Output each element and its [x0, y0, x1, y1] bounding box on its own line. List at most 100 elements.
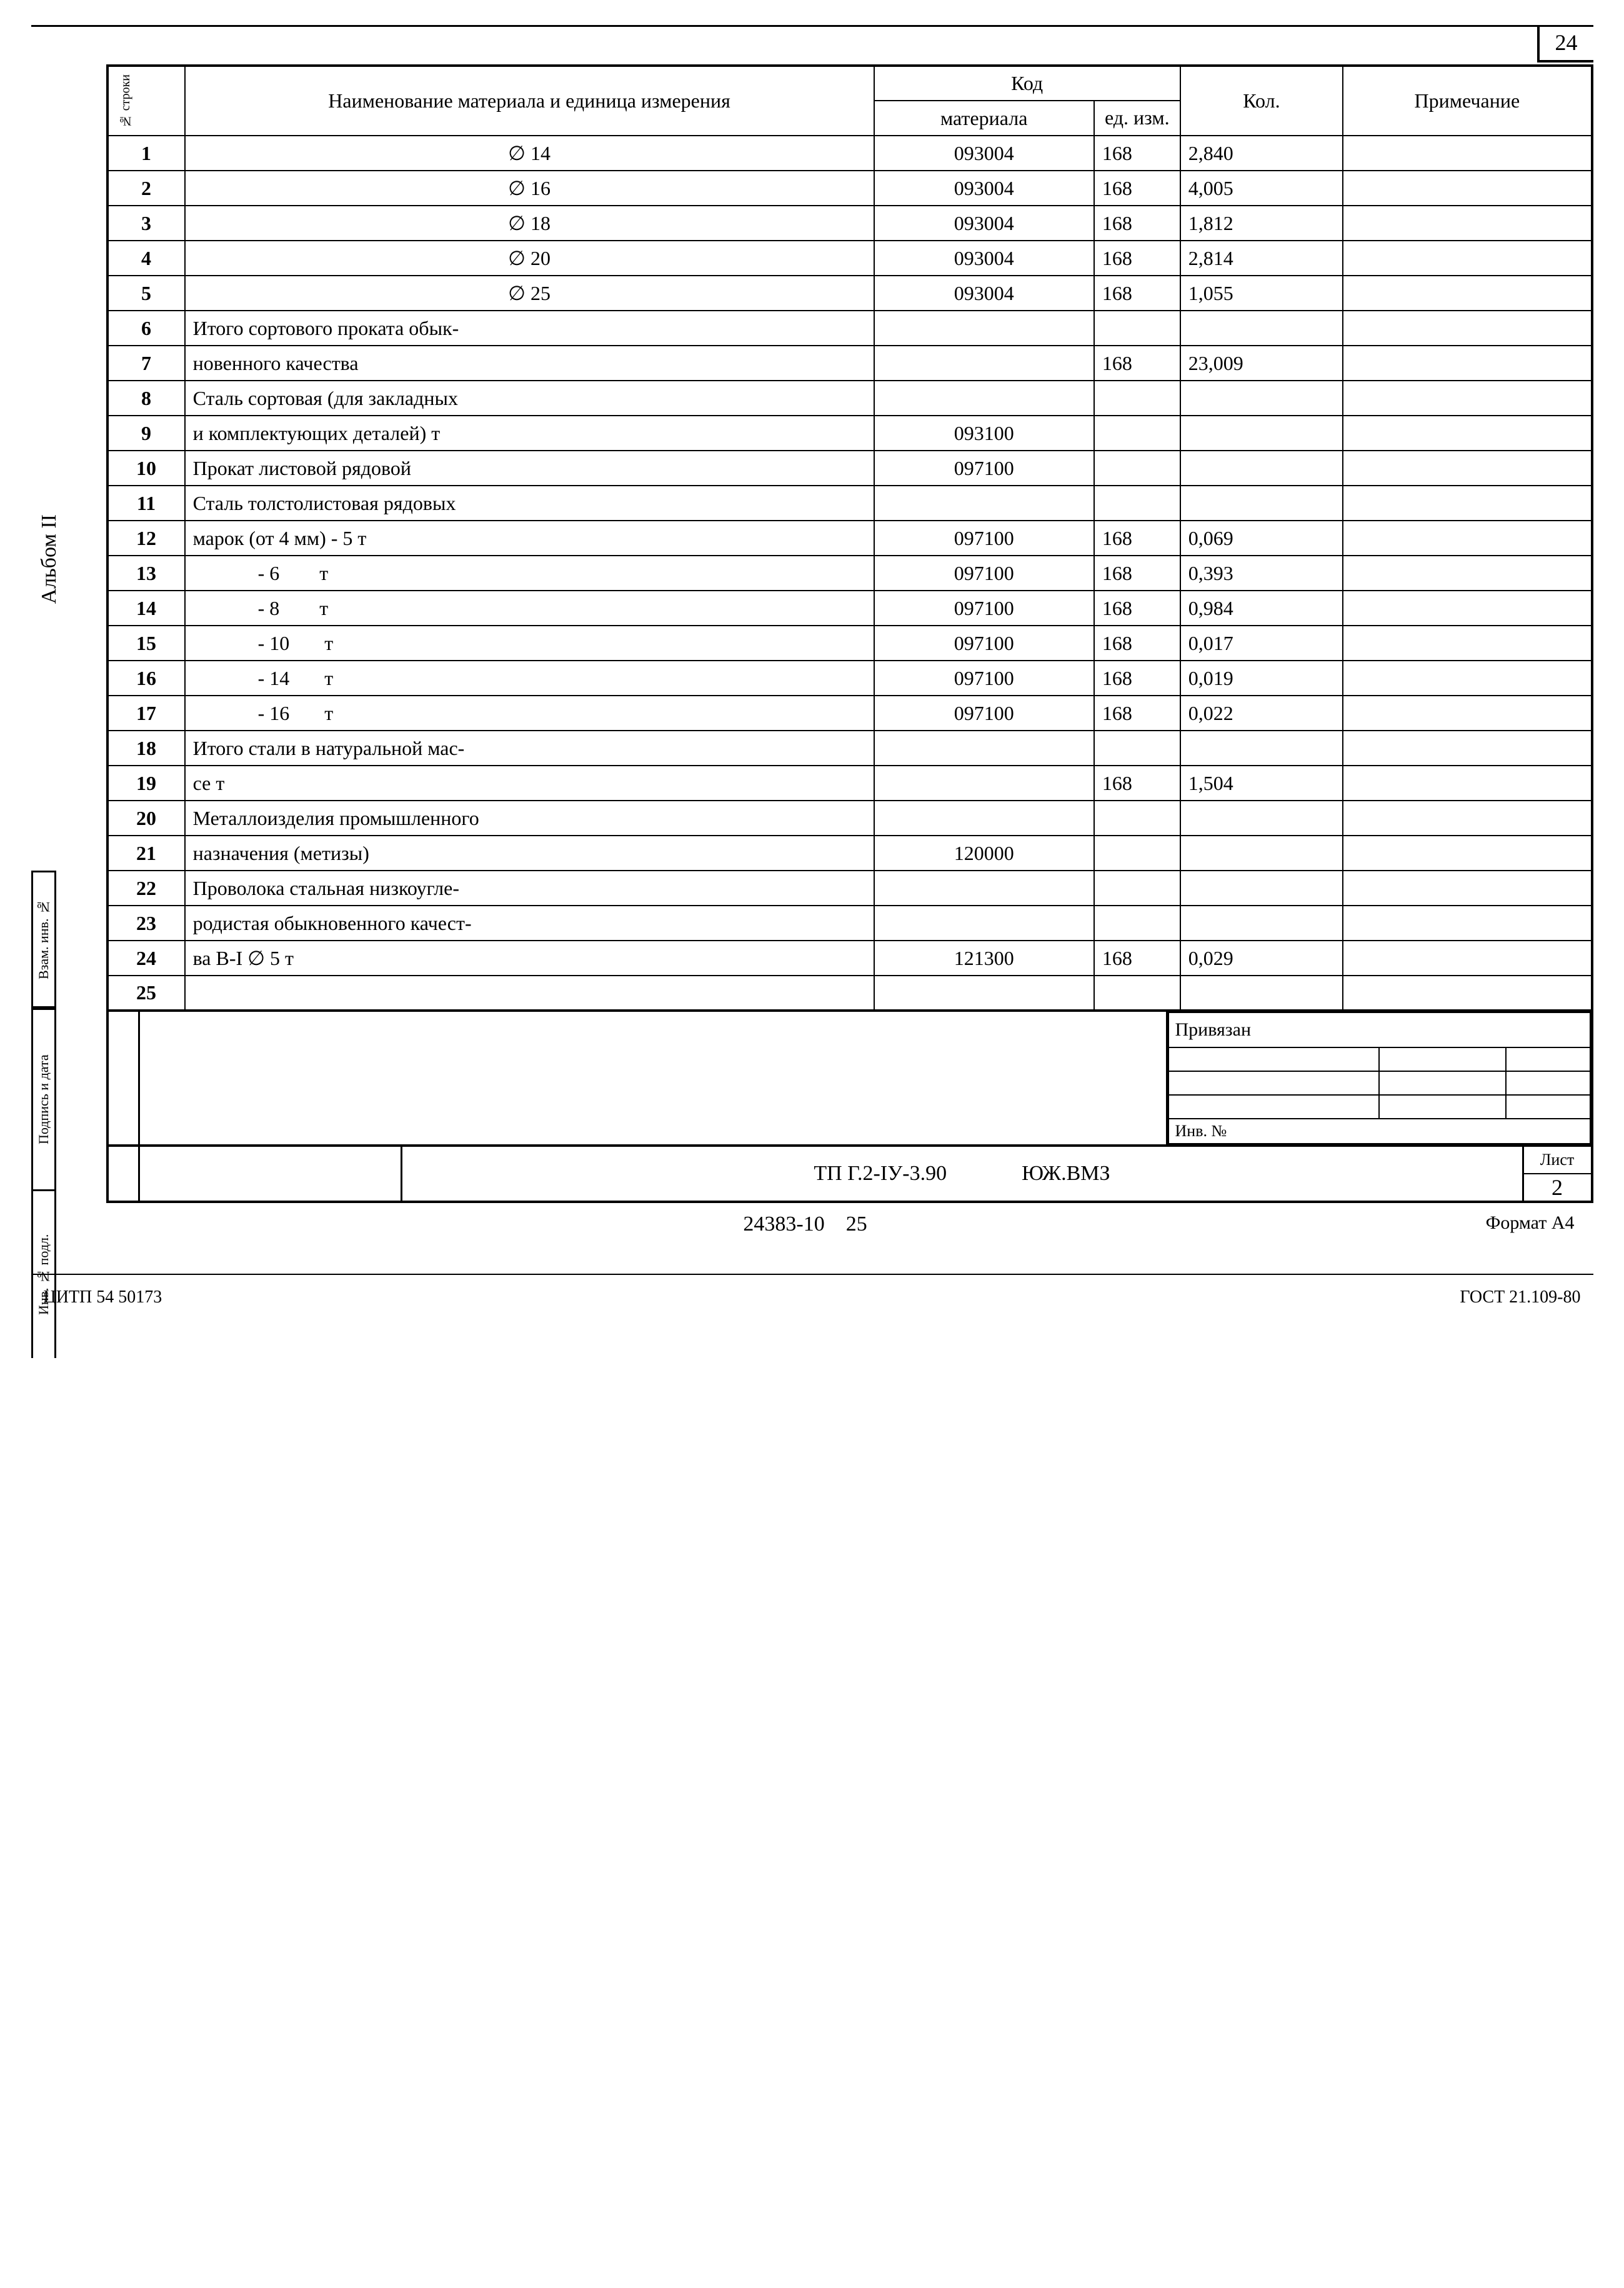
unit-code: 168: [1094, 626, 1180, 661]
material-name: и комплектующих деталей) т: [185, 416, 874, 451]
header-code: Код: [874, 66, 1180, 101]
document-page: 24 Альбом II Взам. инв. № Подпись и дата…: [31, 25, 1593, 1307]
table-row: 21назначения (метизы)120000: [107, 836, 1592, 871]
quantity: 0,069: [1180, 521, 1343, 556]
bottom-footer: ЦИТП 54 50173 ГОСТ 21.109-80: [31, 1287, 1593, 1307]
table-row: 22Проволока стальная низкоугле-: [107, 871, 1592, 906]
side-vzam: Взам. инв. №: [31, 871, 56, 1008]
table-row: 5∅ 250930041681,055: [107, 276, 1592, 311]
note: [1343, 486, 1592, 521]
table-row: 19се т1681,504: [107, 766, 1592, 801]
row-number: 6: [107, 311, 185, 346]
material-code: 093004: [874, 276, 1094, 311]
quantity: [1180, 976, 1343, 1011]
note: [1343, 626, 1592, 661]
material-code: [874, 906, 1094, 941]
material-code: [874, 731, 1094, 766]
quantity: [1180, 381, 1343, 416]
row-number: 8: [107, 381, 185, 416]
table-row: 17 - 16 т0971001680,022: [107, 696, 1592, 731]
quantity: 0,984: [1180, 591, 1343, 626]
quantity: 4,005: [1180, 171, 1343, 206]
row-number: 1: [107, 136, 185, 171]
table-row: 14 - 8 т0971001680,984: [107, 591, 1592, 626]
title-block: ТП Г.2-IУ-3.90 ЮЖ.ВМЗ Лист 2: [106, 1147, 1593, 1203]
quantity: [1180, 871, 1343, 906]
row-number: 18: [107, 731, 185, 766]
unit-code: 168: [1094, 521, 1180, 556]
material-code: 121300: [874, 941, 1094, 976]
row-number: 13: [107, 556, 185, 591]
footer-mid-right: 25: [846, 1212, 867, 1236]
note: [1343, 766, 1592, 801]
row-number: 2: [107, 171, 185, 206]
material-name: новенного качества: [185, 346, 874, 381]
material-name: Сталь сортовая (для закладных: [185, 381, 874, 416]
page-number: 24: [1537, 25, 1593, 62]
row-number: 24: [107, 941, 185, 976]
material-name: марок (от 4 мм) - 5 т: [185, 521, 874, 556]
quantity: [1180, 451, 1343, 486]
note: [1343, 416, 1592, 451]
quantity: 0,022: [1180, 696, 1343, 731]
unit-code: [1094, 731, 1180, 766]
note: [1343, 241, 1592, 276]
note: [1343, 311, 1592, 346]
material-code: 093100: [874, 416, 1094, 451]
quantity: 2,814: [1180, 241, 1343, 276]
material-name: - 8 т: [185, 591, 874, 626]
material-name: - 14 т: [185, 661, 874, 696]
material-name: назначения (метизы): [185, 836, 874, 871]
material-code: 097100: [874, 696, 1094, 731]
row-number: 11: [107, 486, 185, 521]
unit-code: [1094, 416, 1180, 451]
material-name: Проволока стальная низкоугле-: [185, 871, 874, 906]
unit-code: [1094, 486, 1180, 521]
header-note: Примечание: [1343, 66, 1592, 136]
note: [1343, 451, 1592, 486]
note: [1343, 976, 1592, 1011]
footer-mid-left: 24383-10: [743, 1212, 824, 1236]
table-row: 10Прокат листовой рядовой097100: [107, 451, 1592, 486]
unit-code: 168: [1094, 941, 1180, 976]
row-number: 5: [107, 276, 185, 311]
row-number: 23: [107, 906, 185, 941]
table-row: 4∅ 200930041682,814: [107, 241, 1592, 276]
header-name: Наименование материала и единица измерен…: [185, 66, 874, 136]
material-code: 097100: [874, 626, 1094, 661]
table-row: 23родистая обыкновенного качест-: [107, 906, 1592, 941]
table-row: 16 - 14 т0971001680,019: [107, 661, 1592, 696]
material-name: ∅ 20: [185, 241, 874, 276]
unit-code: 168: [1094, 171, 1180, 206]
quantity: 2,840: [1180, 136, 1343, 171]
row-number: 20: [107, 801, 185, 836]
row-number: 4: [107, 241, 185, 276]
left-sidebar: Альбом II Взам. инв. № Подпись и дата Ин…: [31, 64, 106, 1012]
sheet-number: 2: [1524, 1174, 1591, 1201]
quantity: [1180, 836, 1343, 871]
material-code: 097100: [874, 556, 1094, 591]
top-rule: [31, 25, 1593, 27]
quantity: 0,029: [1180, 941, 1343, 976]
material-code: [874, 871, 1094, 906]
row-number: 9: [107, 416, 185, 451]
note: [1343, 941, 1592, 976]
note: [1343, 591, 1592, 626]
unit-code: 168: [1094, 591, 1180, 626]
unit-code: 168: [1094, 136, 1180, 171]
materials-table: № строки Наименование материала и единиц…: [106, 64, 1593, 1012]
unit-code: 168: [1094, 661, 1180, 696]
side-inv: Инв. № подл.: [31, 1189, 56, 1358]
table-row: 18Итого стали в натуральной мас-: [107, 731, 1592, 766]
material-name: Итого стали в натуральной мас-: [185, 731, 874, 766]
row-number: 22: [107, 871, 185, 906]
row-number: 21: [107, 836, 185, 871]
quantity: [1180, 906, 1343, 941]
header-code-unit: ед. изм.: [1094, 101, 1180, 136]
quantity: 23,009: [1180, 346, 1343, 381]
table-row: 9и комплектующих деталей) т093100: [107, 416, 1592, 451]
note: [1343, 661, 1592, 696]
material-name: Металлоизделия промышленного: [185, 801, 874, 836]
quantity: 0,017: [1180, 626, 1343, 661]
unit-code: [1094, 381, 1180, 416]
